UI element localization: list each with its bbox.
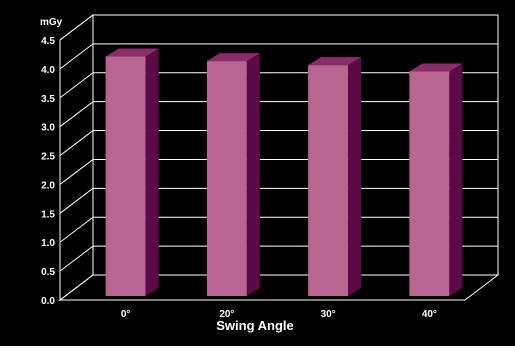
bar-top (206, 53, 260, 62)
x-tick-label: 30° (321, 309, 336, 320)
gridline-diagonal (59, 14, 94, 41)
y-tick-label: 3.0 (41, 123, 55, 134)
gridline-diagonal (59, 187, 94, 214)
x-tick-labels: 0° 20° 30° 40° (121, 309, 437, 320)
bar (206, 53, 260, 296)
gridline-diagonal (59, 216, 94, 243)
y-tick-labels: 0.0 0.5 1.0 1.5 2.0 2.5 3.0 3.5 4.0 4.5 (41, 36, 55, 307)
gridline-diagonal (59, 130, 94, 156)
y-tick-label: 0.5 (41, 267, 55, 278)
floor (58, 274, 500, 301)
bar-front (409, 71, 450, 296)
gridline-diagonal (59, 72, 94, 99)
bar-top (105, 48, 159, 57)
y-tick-label: 0.0 (41, 296, 55, 307)
bar-side (449, 63, 463, 296)
bar-side (348, 57, 362, 296)
gridline-diagonal (59, 101, 94, 128)
bar (105, 48, 159, 296)
y-tick-label: 2.5 (41, 152, 55, 163)
bar-front (105, 56, 146, 296)
bar-top (308, 57, 362, 66)
x-tick-label: 20° (219, 309, 234, 320)
x-tick-label: 0° (121, 309, 131, 320)
gridline-diagonal (59, 43, 94, 70)
bar-side (145, 48, 159, 296)
y-tick-label: 1.5 (41, 209, 55, 220)
bar (308, 57, 362, 296)
bars (105, 48, 463, 296)
y-tick-label: 1.0 (41, 238, 55, 249)
y-tick-label: 4.5 (41, 36, 55, 47)
bar-front (308, 65, 349, 296)
y-tick-label: 3.5 (41, 94, 55, 105)
gridline-diagonal (59, 159, 94, 185)
bar-side (246, 53, 260, 296)
x-tick-label: 40° (422, 309, 437, 320)
bar (409, 63, 463, 296)
bar-top (409, 63, 463, 72)
unit-label: mGy (40, 17, 63, 28)
gridline-diagonal (59, 245, 94, 272)
y-tick-label: 2.0 (41, 180, 55, 191)
x-axis-label: Swing Angle (216, 318, 294, 333)
y-tick-label: 4.0 (41, 65, 55, 76)
bar-front (206, 61, 247, 296)
